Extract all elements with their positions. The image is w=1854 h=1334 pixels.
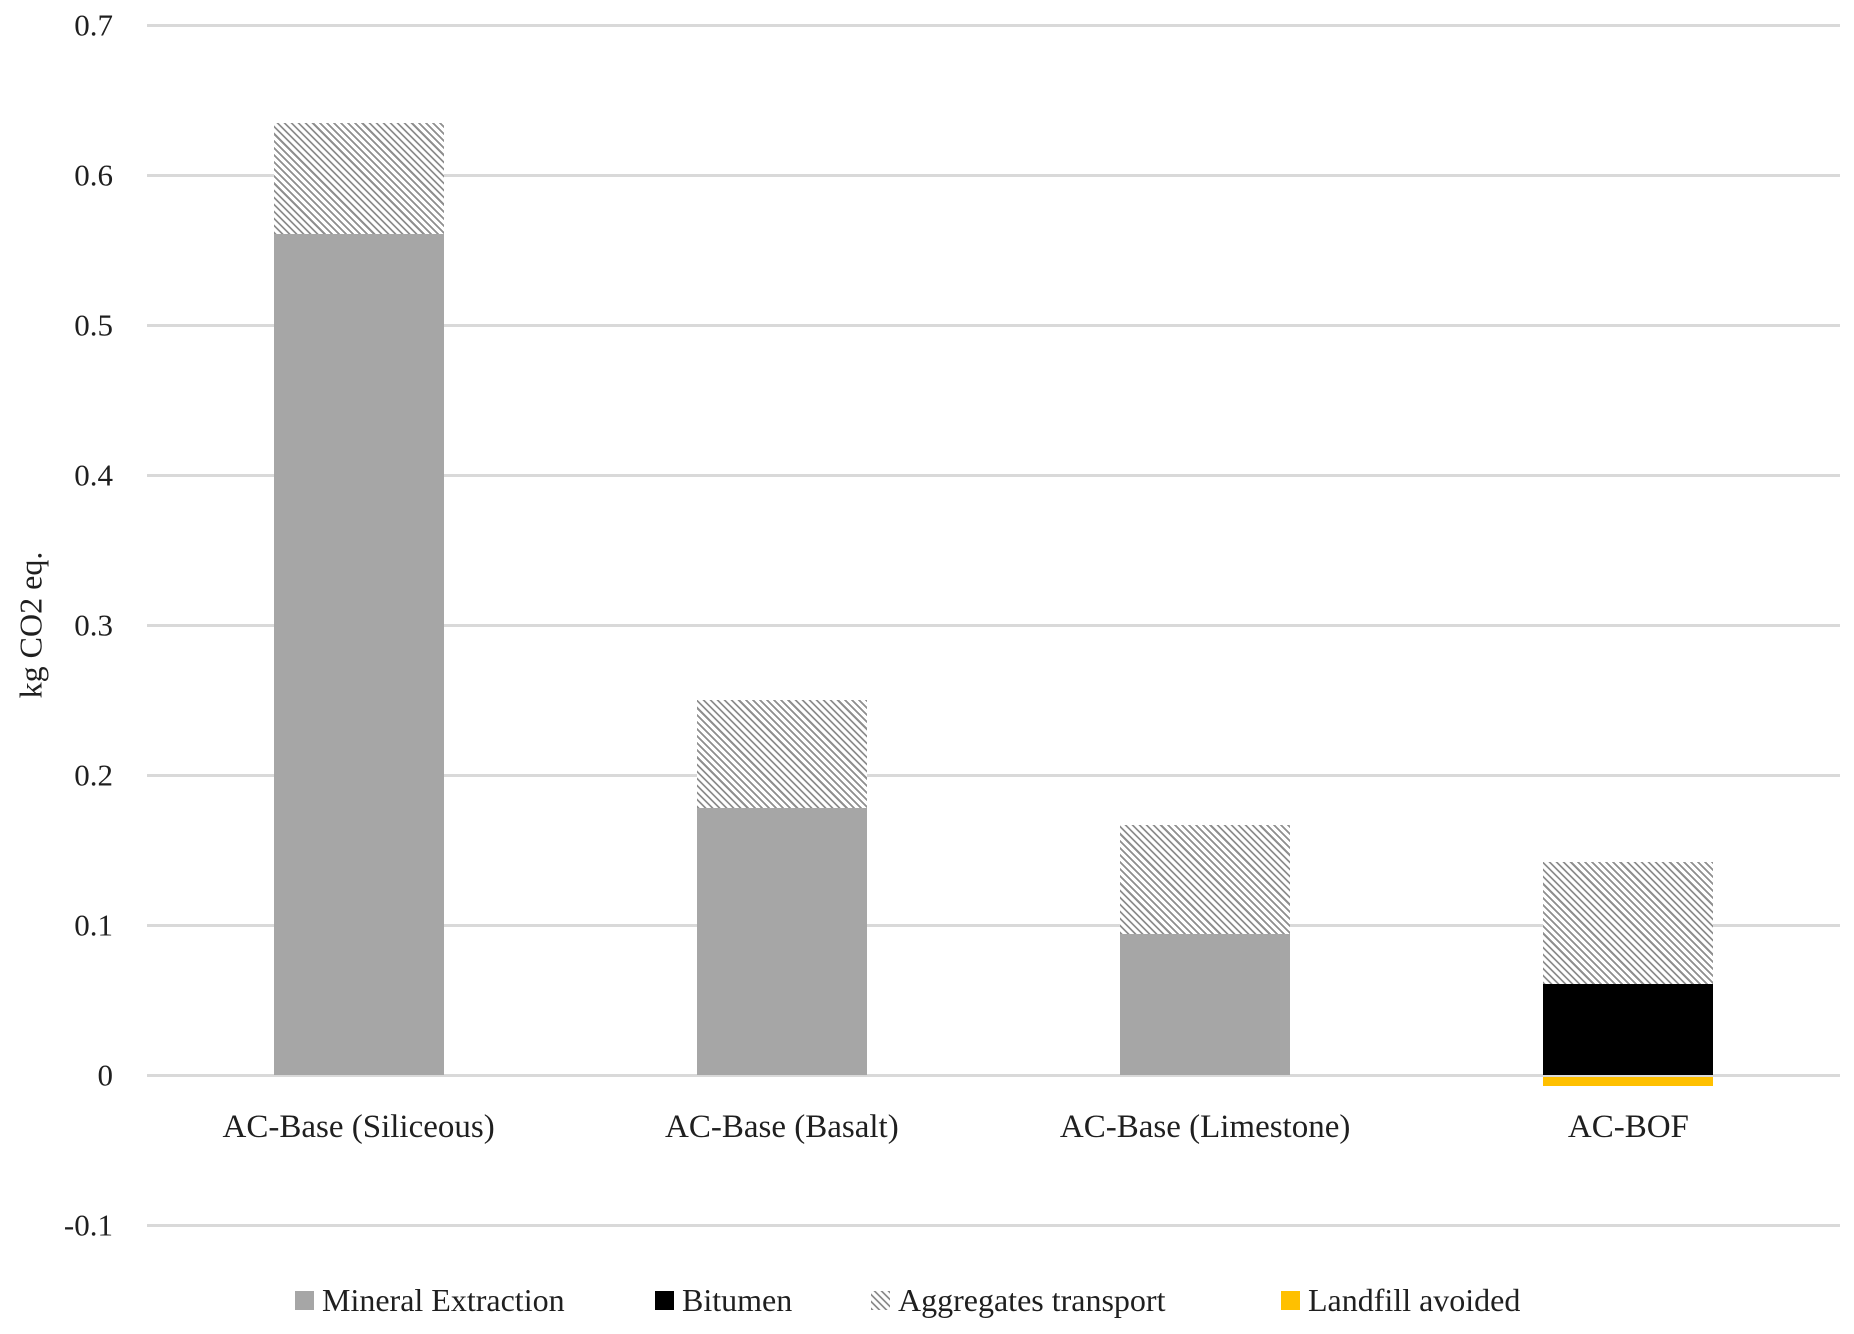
bar-segment-aggregates-transport <box>273 122 444 234</box>
gridline <box>147 1073 1840 1077</box>
gridline <box>147 773 1840 777</box>
y-tick-label: 0.2 <box>74 757 113 793</box>
category-label-ac-base-limestone: AC-Base (Limestone) <box>1059 1109 1351 1145</box>
y-tick-label: 0.5 <box>74 307 113 343</box>
bar-segment-aggregates-transport <box>1543 862 1714 984</box>
bar-segment-landfill-avoided <box>1543 1077 1714 1086</box>
legend-item-bitumen: Bitumen <box>655 1283 792 1317</box>
bar-segment-mineral-extraction <box>273 233 444 1075</box>
legend-label: Mineral Extraction <box>322 1282 565 1318</box>
y-tick-label: -0.1 <box>63 1207 113 1243</box>
bar-segment-bitumen <box>1543 983 1714 1075</box>
legend-swatch-bitumen <box>655 1290 674 1310</box>
gridline <box>147 323 1840 327</box>
legend-swatch-mineral-extraction <box>295 1290 314 1310</box>
category-label-ac-bof: AC-BOF <box>1567 1109 1689 1145</box>
y-tick-label: 0.6 <box>74 157 113 193</box>
legend-label: Bitumen <box>682 1282 793 1318</box>
gridline <box>147 1223 1840 1227</box>
bar-segment-aggregates-transport <box>1120 824 1291 934</box>
y-tick-label: 0.7 <box>74 7 113 43</box>
gridline <box>147 23 1840 27</box>
y-tick-label: 0.3 <box>74 607 113 643</box>
y-tick-label: 0 <box>97 1057 114 1093</box>
legend-item-landfill-avoided: Landfill avoided <box>1281 1283 1520 1317</box>
bar-segment-mineral-extraction <box>1120 934 1291 1075</box>
gridline <box>147 623 1840 627</box>
y-tick-label: 0.4 <box>74 457 113 493</box>
bar-segment-aggregates-transport <box>696 700 867 808</box>
gridline <box>147 473 1840 477</box>
y-tick-label: 0.1 <box>74 907 113 943</box>
legend-swatch-landfill-avoided <box>1281 1290 1300 1310</box>
gridline <box>147 923 1840 927</box>
bar-segment-mineral-extraction <box>696 808 867 1075</box>
legend-label: Landfill avoided <box>1308 1282 1521 1318</box>
category-label-ac-base-basalt: AC-Base (Basalt) <box>665 1109 899 1145</box>
category-label-ac-base-siliceous: AC-Base (Siliceous) <box>222 1109 495 1145</box>
legend-label: Aggregates transport <box>898 1282 1166 1318</box>
gridline <box>147 173 1840 177</box>
legend-swatch-aggregates-transport <box>871 1290 890 1310</box>
legend-item-aggregates-transport: Aggregates transport <box>871 1283 1165 1317</box>
legend-item-mineral-extraction: Mineral Extraction <box>295 1283 565 1317</box>
